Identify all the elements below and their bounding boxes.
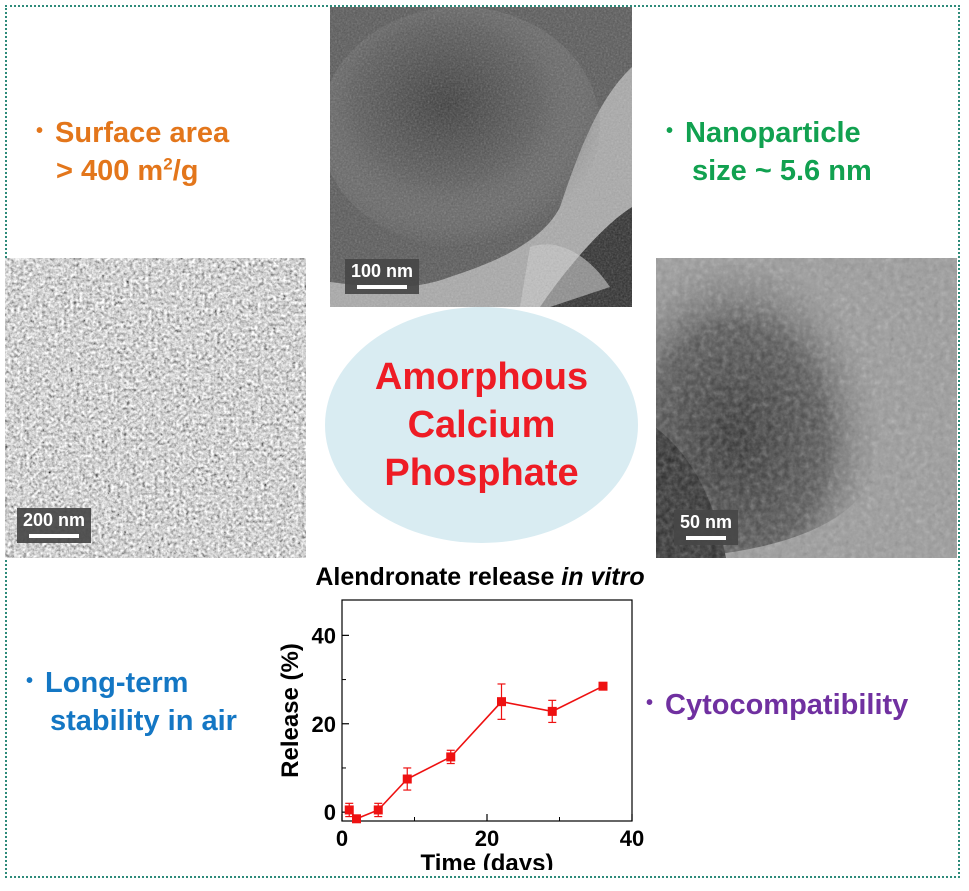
tem-micrograph-top: 100 nm: [330, 7, 632, 307]
center-title-line1: Amorphous: [374, 356, 589, 398]
scale-bar-label: 200 nm: [23, 510, 86, 530]
scale-bar-label: 100 nm: [351, 261, 414, 281]
series-line: [348, 685, 604, 820]
data-point: [497, 697, 506, 707]
scale-bar-100nm: 100 nm: [345, 259, 420, 294]
data-point: [373, 805, 383, 815]
sem-image-left: [5, 258, 306, 558]
scale-bar-line: [686, 536, 727, 540]
surface-area-exponent: 2: [163, 154, 173, 174]
center-ellipse: Amorphous Calcium Phosphate: [325, 307, 638, 543]
data-point: [446, 752, 456, 762]
x-tick-label: 20: [475, 826, 499, 851]
x-axis-title: Time (days): [421, 850, 554, 870]
feature-cytocompatibility: • Cytocompatibility: [646, 684, 908, 724]
bullet-icon: •: [36, 120, 44, 142]
scale-bar-label: 50 nm: [680, 512, 733, 532]
surface-area-unit: /g: [172, 155, 199, 187]
stability-label-line2: stability in air: [50, 705, 237, 737]
y-tick-label: 0: [324, 800, 336, 825]
nanoparticle-label: Nanoparticle: [685, 117, 861, 149]
center-title-line2: Calcium: [407, 404, 556, 446]
chart-title-italic: in vitro: [561, 563, 645, 591]
data-point: [402, 774, 412, 784]
x-tick-label: 0: [336, 826, 348, 851]
sem-micrograph-left: 200 nm: [5, 258, 306, 558]
release-chart: 0 20 40 0 20 40 Time (days) Release (%): [277, 599, 644, 870]
data-point: [344, 805, 354, 815]
scale-bar-line: [357, 285, 408, 289]
scale-bar-200nm: 200 nm: [17, 508, 92, 543]
scale-bar-50nm: 50 nm: [674, 510, 739, 545]
feature-nanoparticle-size: • Nanoparticle size ~ 5.6 nm: [666, 112, 872, 190]
feature-surface-area: • Surface area > 400 m2/g: [36, 112, 229, 190]
tem-micrograph-right: 50 nm: [656, 258, 957, 558]
x-tick-label: 40: [620, 826, 644, 851]
bullet-icon: •: [666, 120, 674, 142]
bullet-icon: •: [26, 670, 34, 692]
tem-image-top: [330, 7, 632, 307]
tem-image-right: [656, 258, 957, 558]
data-point: [547, 706, 557, 716]
data-point: [352, 814, 361, 824]
stability-label: Long-term: [45, 667, 189, 699]
center-title-line3: Phosphate: [384, 452, 579, 494]
y-axis-title: Release (%): [277, 643, 304, 778]
y-tick-label: 20: [312, 712, 336, 737]
feature-stability: • Long-term stability in air: [26, 662, 237, 740]
data-point: [598, 681, 608, 691]
y-tick-label: 40: [312, 623, 336, 648]
scale-bar-line: [29, 534, 80, 538]
chart-title-text: Alendronate release: [315, 563, 562, 591]
cytocompatibility-label: Cytocompatibility: [665, 689, 909, 721]
bullet-icon: •: [646, 692, 654, 714]
surface-area-value: > 400 m: [56, 155, 164, 187]
nanoparticle-size-value: size ~ 5.6 nm: [692, 155, 872, 187]
plot-frame: [341, 599, 633, 822]
surface-area-label: Surface area: [55, 117, 230, 149]
chart-title: Alendronate release in vitro: [270, 563, 690, 592]
